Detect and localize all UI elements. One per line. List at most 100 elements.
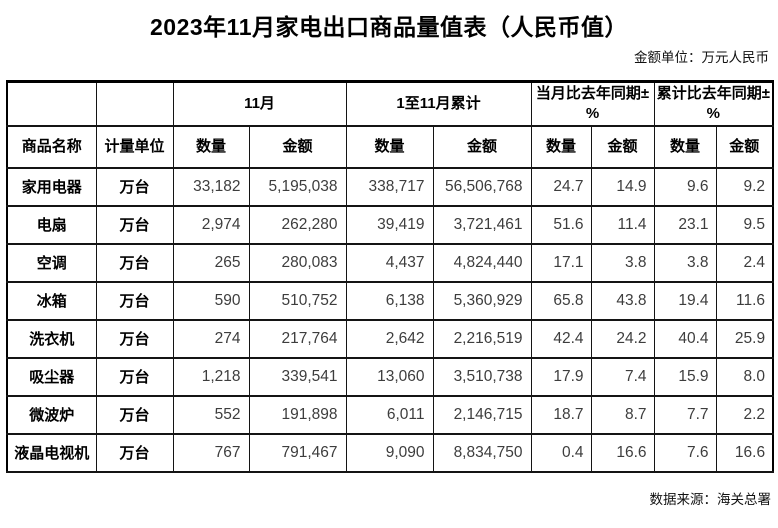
column-header-cell: 数量 — [172, 124, 250, 169]
value-cell: 2,216,519 — [432, 318, 532, 359]
unit-cell: 万台 — [95, 242, 174, 283]
percent-value-cell: 17.9 — [530, 356, 592, 397]
table-header: 11月 1至11月累计 当月比去年同期±% 累计比去年同期±% 商品名称 计量单位 数量 金额… — [6, 80, 774, 169]
column-header-cell: 金额 — [432, 124, 532, 169]
value-cell: 9,090 — [345, 432, 434, 473]
value-cell: 3,721,461 — [432, 204, 532, 245]
value-cell: 4,437 — [345, 242, 434, 283]
value-cell: 2,642 — [345, 318, 434, 359]
product-name-cell: 家用电器 — [6, 166, 97, 207]
unit-cell: 万台 — [95, 432, 174, 473]
group-header-cell: 累计比去年同期±% — [653, 80, 774, 127]
unit-cell: 万台 — [95, 166, 174, 207]
percent-value-cell: 25.9 — [715, 318, 774, 359]
percent-value-cell: 9.2 — [715, 166, 774, 207]
product-name-cell: 洗衣机 — [6, 318, 97, 359]
column-header-cell: 商品名称 — [6, 124, 97, 169]
percent-value-cell: 2.4 — [715, 242, 774, 283]
percent-value-cell: 7.7 — [653, 394, 717, 435]
percent-value-cell: 8.7 — [590, 394, 655, 435]
value-cell: 8,834,750 — [432, 432, 532, 473]
group-header-cell: 当月比去年同期±% — [530, 80, 655, 127]
table-row: 吸尘器 万台 1,218 339,541 13,060 3,510,738 17.9 7.4 1… — [6, 356, 774, 397]
table-row: 电扇 万台 2,974 262,280 39,419 3,721,461 51.6 11.4 2… — [6, 204, 774, 245]
percent-value-cell: 16.6 — [715, 432, 774, 473]
percent-value-cell: 7.6 — [653, 432, 717, 473]
table-row: 洗衣机 万台 274 217,764 2,642 2,216,519 42.4 24.2 40.… — [6, 318, 774, 359]
value-cell: 6,011 — [345, 394, 434, 435]
group-header-cell: 11月 — [172, 80, 347, 127]
unit-cell: 万台 — [95, 204, 174, 245]
percent-value-cell: 16.6 — [590, 432, 655, 473]
value-cell: 39,419 — [345, 204, 434, 245]
percent-value-cell: 23.1 — [653, 204, 717, 245]
column-header-cell: 数量 — [653, 124, 717, 169]
product-name-cell: 冰箱 — [6, 280, 97, 321]
table-row: 微波炉 万台 552 191,898 6,011 2,146,715 18.7 8.7 7.7 2… — [6, 394, 774, 435]
value-cell: 13,060 — [345, 356, 434, 397]
column-header-cell: 计量单位 — [95, 124, 174, 169]
percent-value-cell: 11.6 — [715, 280, 774, 321]
column-header-cell: 金额 — [248, 124, 347, 169]
percent-value-cell: 18.7 — [530, 394, 592, 435]
product-name-cell: 空调 — [6, 242, 97, 283]
percent-value-cell: 51.6 — [530, 204, 592, 245]
value-cell: 338,717 — [345, 166, 434, 207]
value-cell: 265 — [172, 242, 250, 283]
source-note: 数据来源：海关总署 — [649, 492, 772, 507]
table-row: 家用电器 万台 33,182 5,195,038 338,717 56,506,768 24… — [6, 166, 774, 207]
unit-cell: 万台 — [95, 280, 174, 321]
value-cell: 510,752 — [248, 280, 347, 321]
column-header-cell: 数量 — [345, 124, 434, 169]
value-cell: 6,138 — [345, 280, 434, 321]
percent-value-cell: 43.8 — [590, 280, 655, 321]
percent-value-cell: 7.4 — [590, 356, 655, 397]
value-cell: 217,764 — [248, 318, 347, 359]
corner-header-cell — [95, 80, 174, 127]
percent-value-cell: 3.8 — [653, 242, 717, 283]
percent-value-cell: 0.4 — [530, 432, 592, 473]
value-cell: 791,467 — [248, 432, 347, 473]
percent-value-cell: 17.1 — [530, 242, 592, 283]
value-cell: 339,541 — [248, 356, 347, 397]
table-body: 家用电器 万台 33,182 5,195,038 338,717 56,506,768 24… — [6, 166, 774, 473]
value-cell: 33,182 — [172, 166, 250, 207]
value-cell: 767 — [172, 432, 250, 473]
percent-value-cell: 14.9 — [590, 166, 655, 207]
column-header-cell: 金额 — [590, 124, 655, 169]
percent-value-cell: 42.4 — [530, 318, 592, 359]
percent-value-cell: 9.5 — [715, 204, 774, 245]
percent-value-cell: 24.2 — [590, 318, 655, 359]
percent-value-cell: 9.6 — [653, 166, 717, 207]
value-cell: 2,974 — [172, 204, 250, 245]
percent-value-cell: 24.7 — [530, 166, 592, 207]
percent-value-cell: 11.4 — [590, 204, 655, 245]
unit-cell: 万台 — [95, 318, 174, 359]
value-cell: 3,510,738 — [432, 356, 532, 397]
value-cell: 280,083 — [248, 242, 347, 283]
unit-cell: 万台 — [95, 394, 174, 435]
table-row: 液晶电视机 万台 767 791,467 9,090 8,834,750 0.4 16.6 7.… — [6, 432, 774, 473]
percent-value-cell: 8.0 — [715, 356, 774, 397]
product-name-cell: 电扇 — [6, 204, 97, 245]
product-name-cell: 微波炉 — [6, 394, 97, 435]
percent-value-cell: 19.4 — [653, 280, 717, 321]
group-header-cell: 1至11月累计 — [345, 80, 532, 127]
percent-value-cell: 2.2 — [715, 394, 774, 435]
table-row: 空调 万台 265 280,083 4,437 4,824,440 17.1 3.8 3.8 2.… — [6, 242, 774, 283]
percent-value-cell: 3.8 — [590, 242, 655, 283]
column-header-cell: 金额 — [715, 124, 774, 169]
value-cell: 274 — [172, 318, 250, 359]
product-name-cell: 吸尘器 — [6, 356, 97, 397]
page-title: 2023年11月家电出口商品量值表（人民币值） — [150, 14, 628, 40]
value-cell: 5,195,038 — [248, 166, 347, 207]
value-cell: 4,824,440 — [432, 242, 532, 283]
value-cell: 552 — [172, 394, 250, 435]
value-cell: 590 — [172, 280, 250, 321]
table-row: 冰箱 万台 590 510,752 6,138 5,360,929 65.8 43.8 19.4… — [6, 280, 774, 321]
value-cell: 191,898 — [248, 394, 347, 435]
percent-value-cell: 65.8 — [530, 280, 592, 321]
unit-note: 金额单位：万元人民币 — [634, 50, 769, 65]
percent-value-cell: 15.9 — [653, 356, 717, 397]
unit-cell: 万台 — [95, 356, 174, 397]
